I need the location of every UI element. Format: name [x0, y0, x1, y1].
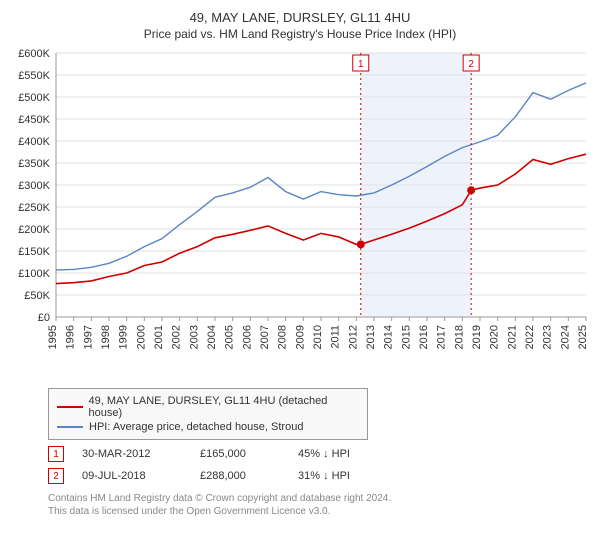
- sale-badge-icon: 1: [48, 446, 64, 462]
- legend-item: 49, MAY LANE, DURSLEY, GL11 4HU (detache…: [57, 395, 359, 419]
- chart-title: 49, MAY LANE, DURSLEY, GL11 4HU: [8, 10, 592, 25]
- price-chart: £0 £50K £100K £150K £200K £250K £300K £350K £400…: [8, 47, 592, 377]
- footnote: Contains HM Land Registry data © Crown c…: [48, 492, 592, 518]
- svg-text:2020: 2020: [489, 325, 501, 349]
- svg-text:2013: 2013: [365, 325, 377, 349]
- svg-text:2006: 2006: [241, 325, 253, 349]
- legend-item: HPI: Average price, detached house, Stro…: [57, 421, 359, 433]
- svg-text:1999: 1999: [118, 325, 130, 349]
- svg-text:2017: 2017: [436, 325, 448, 349]
- svg-text:2004: 2004: [206, 325, 218, 349]
- svg-text:£250K: £250K: [18, 202, 50, 214]
- chart-subtitle: Price paid vs. HM Land Registry's House …: [8, 27, 592, 41]
- svg-text:2003: 2003: [188, 325, 200, 349]
- svg-text:£500K: £500K: [18, 92, 50, 104]
- svg-text:2015: 2015: [400, 325, 412, 349]
- svg-text:2009: 2009: [294, 325, 306, 349]
- svg-text:£600K: £600K: [18, 48, 50, 60]
- svg-text:2023: 2023: [542, 325, 554, 349]
- svg-text:2011: 2011: [330, 325, 342, 349]
- svg-text:£550K: £550K: [18, 70, 50, 82]
- sale-record: 1 30-MAR-2012 £165,000 45% ↓ HPI: [48, 446, 592, 462]
- svg-text:£400K: £400K: [18, 136, 50, 148]
- sale-delta: 45% ↓ HPI: [298, 448, 388, 460]
- legend: 49, MAY LANE, DURSLEY, GL11 4HU (detache…: [48, 388, 368, 440]
- svg-text:1998: 1998: [100, 325, 112, 349]
- svg-text:£100K: £100K: [18, 268, 50, 280]
- svg-text:2000: 2000: [135, 325, 147, 349]
- sale-delta: 31% ↓ HPI: [298, 470, 388, 482]
- svg-text:1995: 1995: [47, 325, 59, 349]
- svg-text:£150K: £150K: [18, 246, 50, 258]
- svg-text:1996: 1996: [65, 325, 77, 349]
- svg-text:£450K: £450K: [18, 114, 50, 126]
- svg-text:£350K: £350K: [18, 158, 50, 170]
- svg-text:2002: 2002: [171, 325, 183, 349]
- svg-text:2008: 2008: [277, 325, 289, 349]
- sale-record: 2 09-JUL-2018 £288,000 31% ↓ HPI: [48, 468, 592, 484]
- footnote-line: This data is licensed under the Open Gov…: [48, 506, 330, 517]
- legend-swatch: [57, 426, 83, 428]
- svg-text:£200K: £200K: [18, 224, 50, 236]
- svg-text:2022: 2022: [524, 325, 536, 349]
- svg-text:2024: 2024: [559, 325, 571, 349]
- svg-text:2007: 2007: [259, 325, 271, 349]
- chart-container: £0 £50K £100K £150K £200K £250K £300K £350K £400…: [8, 47, 592, 382]
- svg-text:2014: 2014: [383, 325, 395, 349]
- footnote-line: Contains HM Land Registry data © Crown c…: [48, 493, 391, 504]
- svg-text:2: 2: [468, 59, 474, 70]
- svg-text:2010: 2010: [312, 325, 324, 349]
- svg-text:2012: 2012: [347, 325, 359, 349]
- svg-text:£0: £0: [38, 312, 50, 324]
- svg-text:2025: 2025: [577, 325, 589, 349]
- svg-text:2018: 2018: [453, 325, 465, 349]
- svg-text:1: 1: [358, 59, 364, 70]
- sale-date: 30-MAR-2012: [82, 448, 182, 460]
- svg-text:2005: 2005: [224, 325, 236, 349]
- sale-price: £288,000: [200, 470, 280, 482]
- sale-price: £165,000: [200, 448, 280, 460]
- svg-text:2021: 2021: [506, 325, 518, 349]
- svg-text:£50K: £50K: [24, 290, 50, 302]
- sale-badge-icon: 2: [48, 468, 64, 484]
- svg-text:2019: 2019: [471, 325, 483, 349]
- legend-label: HPI: Average price, detached house, Stro…: [89, 421, 303, 433]
- svg-text:£300K: £300K: [18, 180, 50, 192]
- svg-text:2016: 2016: [418, 325, 430, 349]
- svg-text:2001: 2001: [153, 325, 165, 349]
- svg-text:1997: 1997: [82, 325, 94, 349]
- sale-date: 09-JUL-2018: [82, 470, 182, 482]
- legend-swatch: [57, 406, 83, 408]
- legend-label: 49, MAY LANE, DURSLEY, GL11 4HU (detache…: [89, 395, 359, 419]
